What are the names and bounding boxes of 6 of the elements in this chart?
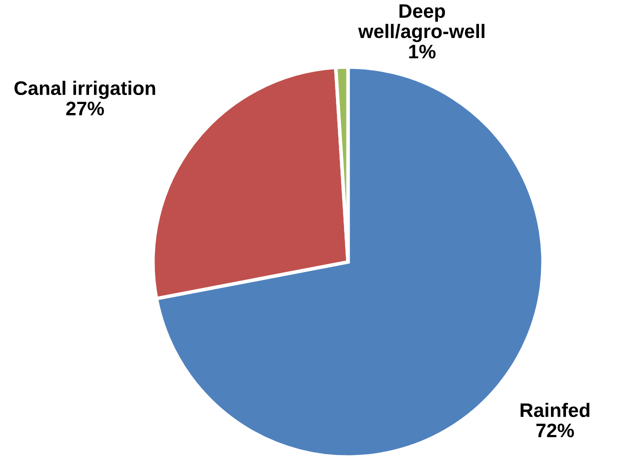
data-label: 1%	[409, 44, 436, 58]
slice-label: Rainfed	[520, 402, 590, 418]
data-label: 72%	[536, 424, 574, 438]
slice-label: Deep well/agro-well	[358, 4, 484, 42]
data-label: 27%	[66, 102, 104, 116]
slice-label: Canal irrigation	[14, 80, 156, 99]
